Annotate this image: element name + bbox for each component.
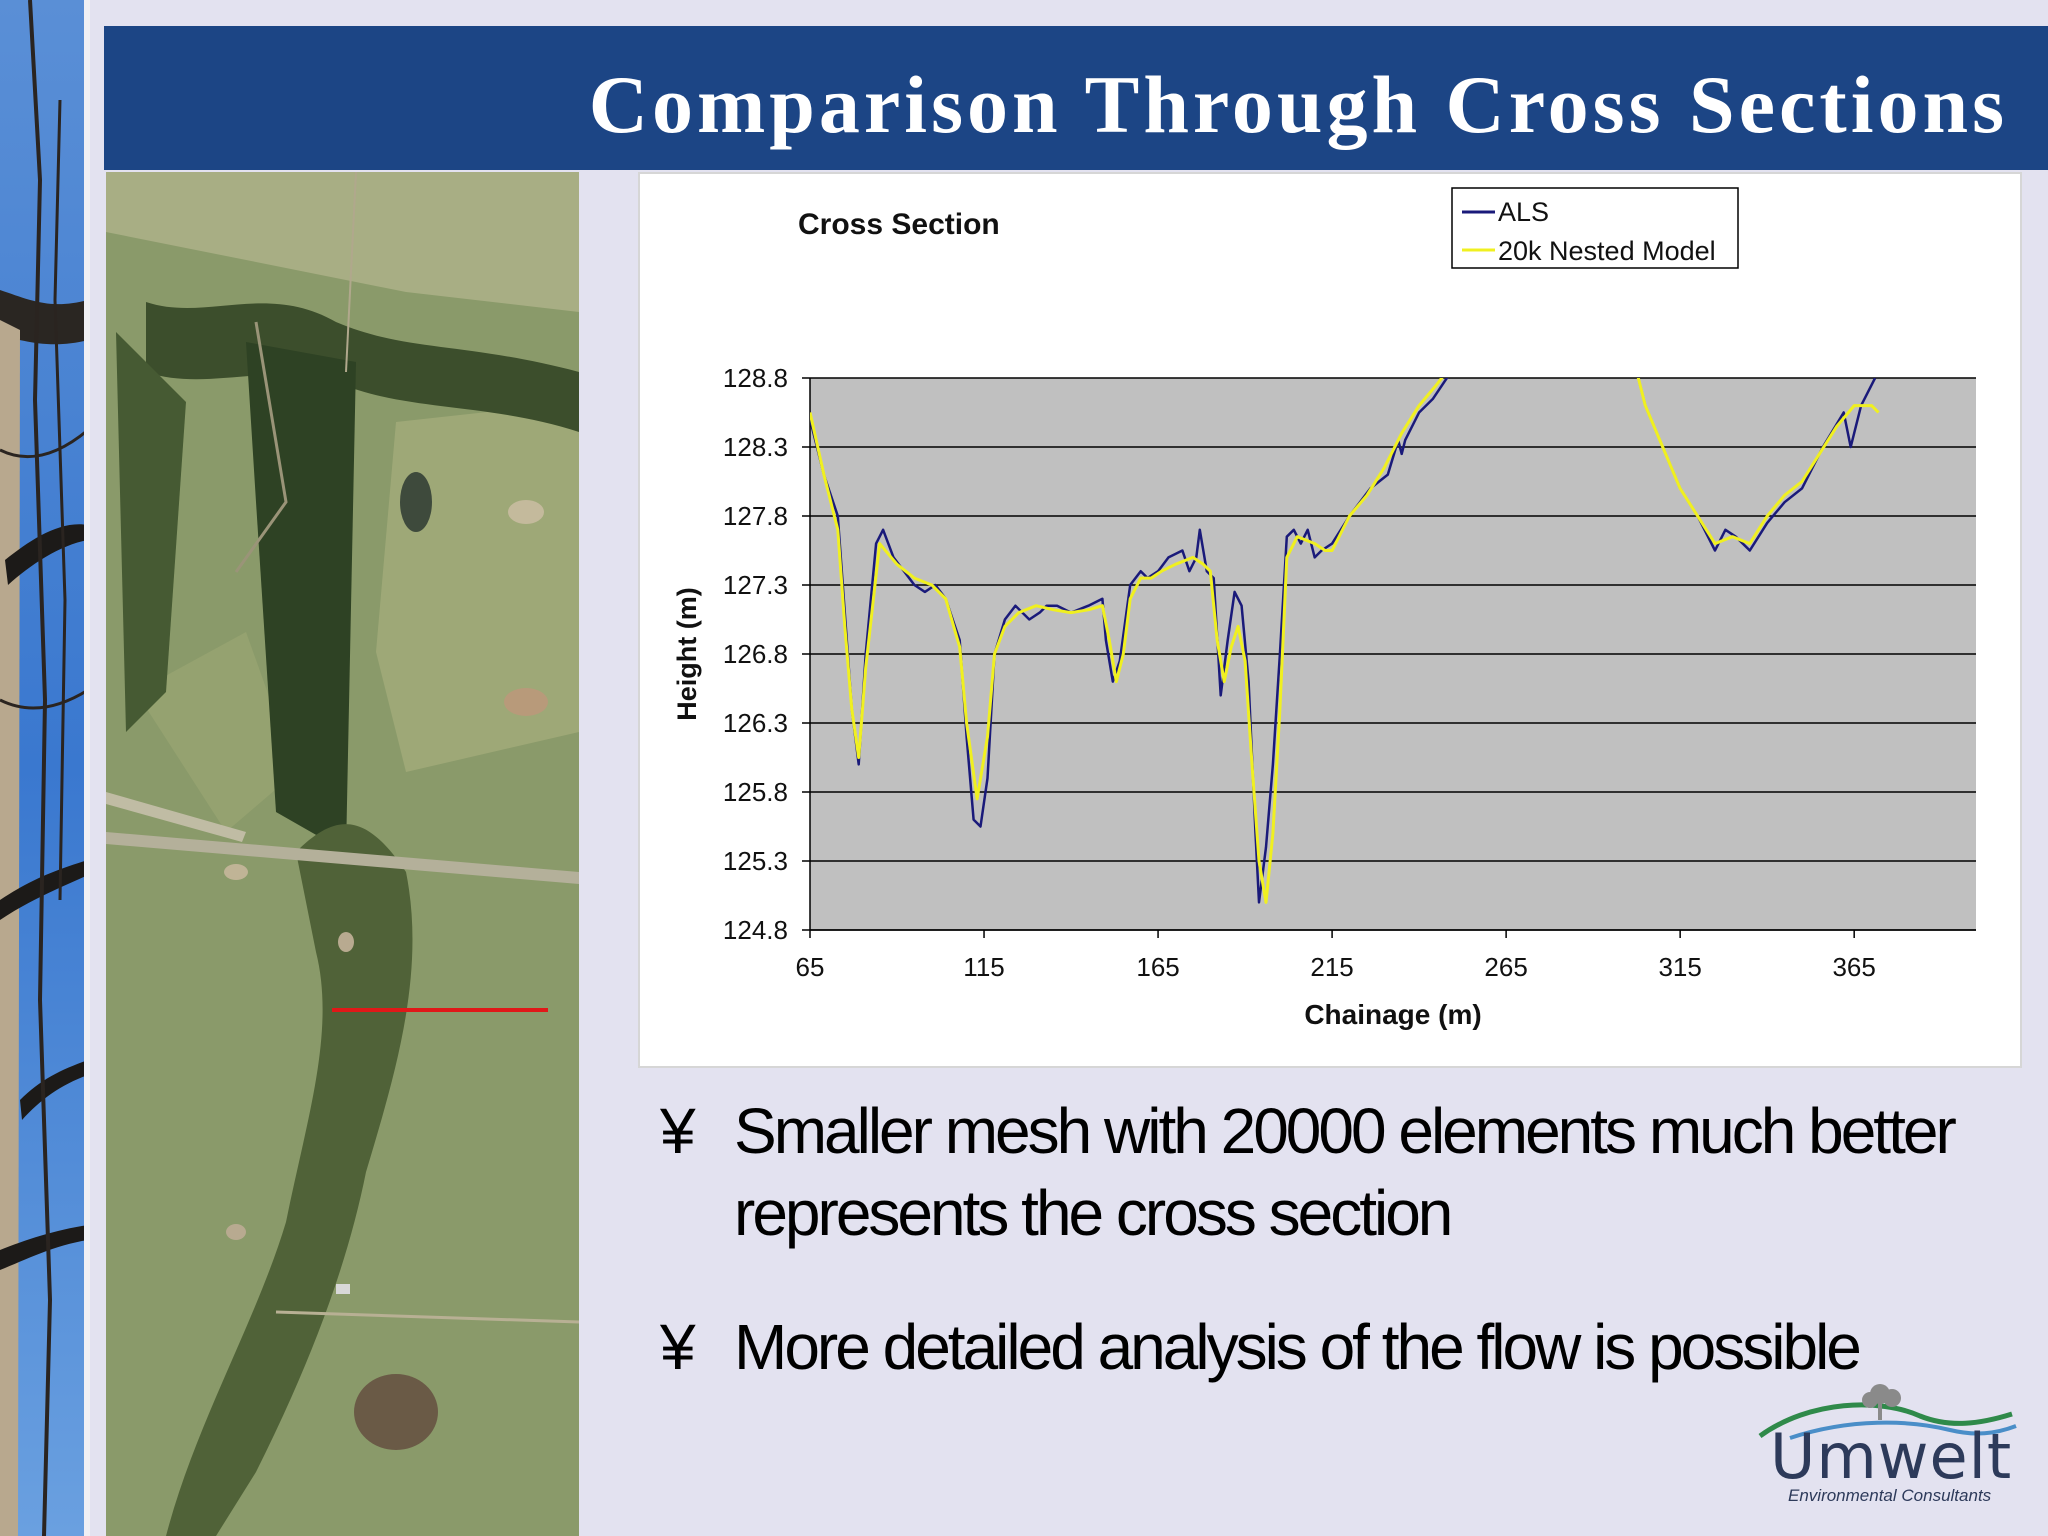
y-tick-label: 127.3 [723, 570, 788, 600]
bullet-text: Smaller mesh with 20000 elements much be… [734, 1095, 1957, 1249]
legend-label-als: ALS [1498, 197, 1549, 227]
y-tick-label: 124.8 [723, 915, 788, 945]
series-lines [810, 378, 1880, 904]
x-tick-label: 265 [1484, 952, 1527, 982]
y-tick-label: 128.3 [723, 432, 788, 462]
chart-title: Cross Section [798, 208, 1000, 241]
y-tick-label: 127.8 [723, 501, 788, 531]
bullet-mark: ¥ [660, 1095, 696, 1167]
x-tick-label: 115 [963, 952, 1004, 982]
umwelt-logo: Umwelt Environmental Consultants [1750, 1380, 2020, 1510]
y-tick-label: 125.8 [723, 777, 788, 807]
title-bar: Comparison Through Cross Sections [104, 26, 2048, 170]
logo-wordmark: Umwelt [1770, 1420, 2013, 1493]
y-tick-label: 126.8 [723, 639, 788, 669]
bullet-text: More detailed analysis of the flow is po… [734, 1311, 1862, 1383]
y-tick-label: 126.3 [723, 708, 788, 738]
bullet-mark: ¥ [660, 1311, 696, 1383]
aerial-map-image [106, 172, 579, 1536]
x-tick-label: 315 [1658, 952, 1701, 982]
y-axis-label: Height (m) [672, 587, 702, 720]
chart-legend: ALS 20k Nested Model [1451, 187, 1739, 269]
tree-icon [1862, 1384, 1901, 1420]
x-axis-label: Chainage (m) [1304, 999, 1481, 1030]
logo-tagline: Environmental Consultants [1788, 1486, 1992, 1505]
y-tick-label: 128.8 [723, 363, 788, 393]
x-tick-label: 65 [796, 952, 825, 982]
decorative-tree-photo [0, 0, 90, 1536]
slide-title: Comparison Through Cross Sections [588, 59, 2008, 150]
x-tick-label: 365 [1832, 952, 1875, 982]
legend-label-model: 20k Nested Model [1498, 236, 1716, 266]
x-tick-label: 165 [1136, 952, 1179, 982]
series-model-line [810, 378, 1880, 904]
axes: 128.8 128.3 127.8 127.3 126.8 126.3 125.8 125.3… [723, 363, 1976, 982]
chart-frame: Cross Section ALS 20k Nested Model 128.8… [638, 172, 2022, 1068]
y-tick-label: 125.3 [723, 846, 788, 876]
cross-section-chart: Cross Section ALS 20k Nested Model 128.8… [672, 187, 1976, 1030]
x-tick-label: 215 [1310, 952, 1353, 982]
